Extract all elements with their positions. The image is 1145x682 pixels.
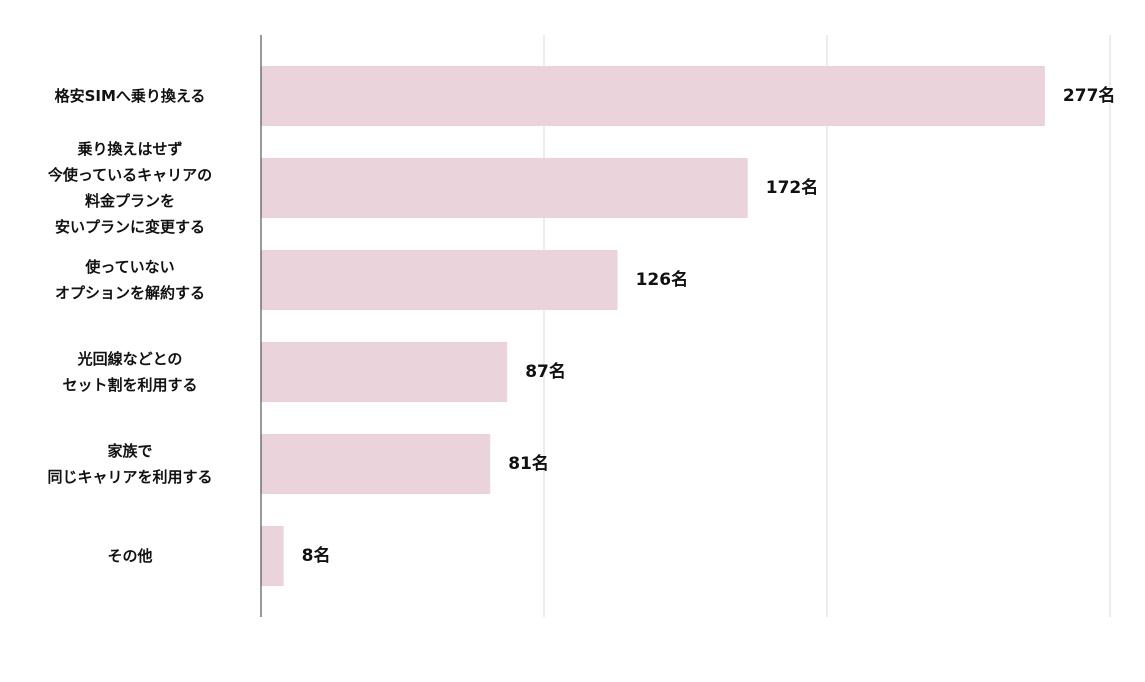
category-label: その他 [107, 547, 153, 565]
category-label: 家族で 同じキャリアを利用する [47, 442, 213, 486]
value-label: 277名 [1063, 85, 1116, 106]
category-label: 乗り換えはせず 今使っているキャリアの 料金プランを 安いプランに変更する [47, 140, 213, 236]
category-label: 使っていない オプションを解約する [54, 258, 205, 302]
bar [261, 250, 618, 310]
value-label: 8名 [302, 545, 331, 566]
value-label: 126名 [636, 269, 689, 290]
bar [261, 158, 748, 218]
bar [261, 434, 491, 494]
category-label: 光回線などとの セット割を利用する [62, 350, 198, 394]
value-label: 87名 [525, 361, 566, 382]
category-label: 格安SIMへ乗り換える [54, 87, 206, 105]
value-label: 81名 [508, 453, 549, 474]
value-label: 172名 [766, 177, 819, 198]
bar [261, 342, 508, 402]
bar [261, 66, 1045, 126]
bar [261, 526, 284, 586]
